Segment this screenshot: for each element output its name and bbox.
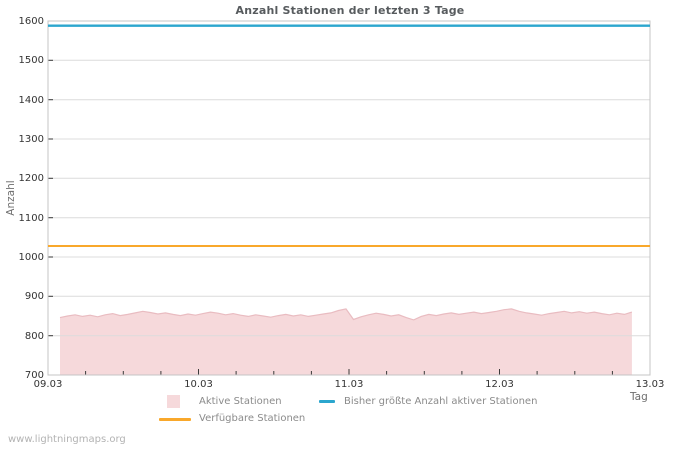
y-tick-label: 1200	[18, 173, 44, 185]
x-tick-label: 12.03	[485, 379, 514, 390]
y-tick-label: 1100	[18, 212, 44, 224]
x-tick-label: 09.03	[33, 379, 63, 390]
chart-title: Anzahl Stationen der letzten 3 Tage	[235, 4, 465, 17]
x-tick-label: 10.03	[184, 379, 213, 390]
legend-label-aktive-stationen: Aktive Stationen	[199, 396, 282, 407]
x-tick-label: 13.03	[635, 379, 665, 390]
legend-label-bisher-groesste-anzahl: Bisher größte Anzahl aktiver Stationen	[344, 396, 538, 407]
legend-swatch-verfuegbare-stationen	[159, 418, 191, 421]
plot-border	[47, 20, 651, 376]
y-tick-label: 800	[24, 330, 44, 342]
watermark-link[interactable]: www.lightningmaps.org	[8, 434, 126, 445]
legend-swatch-bisher-groesste-anzahl	[319, 400, 335, 403]
y-tick-label: 1400	[18, 94, 44, 106]
y-tick-label: 1300	[18, 134, 44, 145]
legend-swatch-aktive-stationen	[167, 395, 180, 408]
y-tick-label: 1500	[18, 55, 44, 67]
x-tick-label: 11.03	[334, 379, 364, 390]
y-tick-label: 700	[24, 370, 44, 381]
y-tick-label: 1600	[18, 16, 44, 27]
series-area-edge	[59, 308, 633, 321]
series-area-fill	[60, 308, 632, 375]
x-axis-title: Tag	[630, 391, 648, 403]
y-axis-title: Anzahl	[5, 180, 17, 216]
y-tick-label: 900	[24, 291, 44, 303]
y-tick-label: 1000	[18, 252, 44, 263]
legend-label-verfuegbare-stationen: Verfügbare Stationen	[199, 413, 306, 424]
